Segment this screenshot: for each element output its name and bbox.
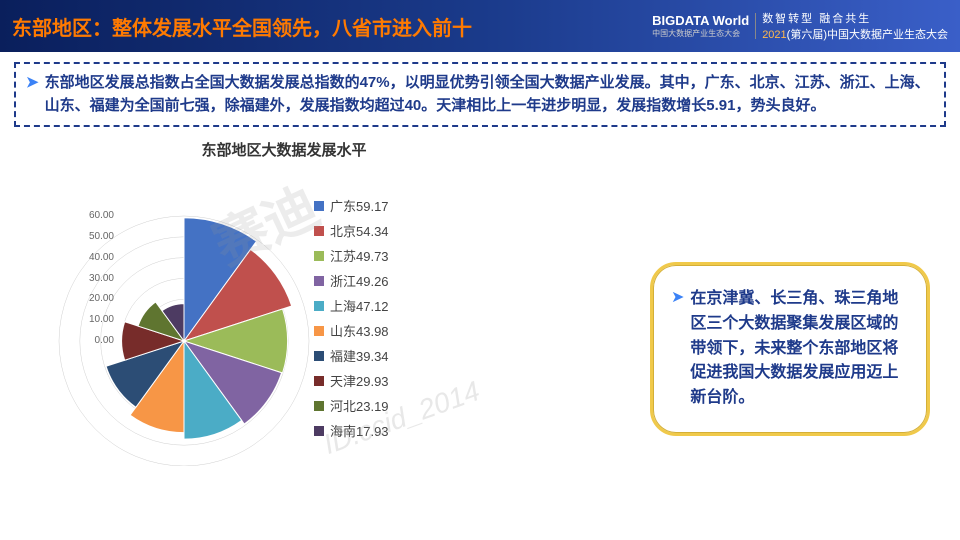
chart-title: 东部地区大数据发展水平 bbox=[14, 139, 494, 160]
legend-item: 北京54.34 bbox=[314, 221, 494, 240]
callout-box: ➤ 在京津冀、长三角、珠三角地区三个大数据聚集发展区域的带领下，未来整个东部地区… bbox=[650, 262, 930, 436]
legend-swatch bbox=[314, 251, 324, 261]
legend-label: 浙江49.26 bbox=[330, 271, 389, 290]
legend-label: 山东43.98 bbox=[330, 321, 389, 340]
legend-label: 江苏49.73 bbox=[330, 246, 389, 265]
legend-item: 河北23.19 bbox=[314, 396, 494, 415]
callout-text: 在京津冀、长三角、珠三角地区三个大数据聚集发展区域的带领下，未来整个东部地区将促… bbox=[690, 287, 909, 411]
legend-swatch bbox=[314, 201, 324, 211]
pie-svg bbox=[14, 166, 314, 466]
page-title: 东部地区：整体发展水平全国领先，八省市进入前十 bbox=[12, 12, 472, 41]
legend-item: 上海47.12 bbox=[314, 296, 494, 315]
chart-column: 东部地区大数据发展水平 0.00 10.00 20.00 30.00 40.00 50.0… bbox=[14, 135, 494, 456]
logo-text: BIGDATA World bbox=[652, 13, 749, 28]
axis-tick-label: 10.00 bbox=[89, 315, 114, 325]
summary-text: 东部地区发展总指数占全国大数据发展总指数的47%，以明显优势引领全国大数据产业发… bbox=[45, 72, 934, 117]
bullet-arrow-icon: ➤ bbox=[671, 287, 684, 411]
legend-label: 上海47.12 bbox=[330, 296, 389, 315]
header-right: BIGDATA World 中国大数据产业生态大会 数智转型 融合共生 2021… bbox=[652, 10, 948, 42]
legend-swatch bbox=[314, 426, 324, 436]
legend-swatch bbox=[314, 326, 324, 336]
legend-label: 广东59.17 bbox=[330, 196, 389, 215]
legend-swatch bbox=[314, 226, 324, 236]
legend-item: 海南17.93 bbox=[314, 421, 494, 440]
legend-item: 福建39.34 bbox=[314, 346, 494, 365]
pie-chart: 0.00 10.00 20.00 30.00 40.00 50.00 60.00 bbox=[14, 166, 314, 456]
logo-sub: 中国大数据产业生态大会 bbox=[652, 28, 749, 39]
legend-label: 北京54.34 bbox=[330, 221, 389, 240]
legend-item: 天津29.93 bbox=[314, 371, 494, 390]
legend-swatch bbox=[314, 401, 324, 411]
legend-label: 福建39.34 bbox=[330, 346, 389, 365]
legend-swatch bbox=[314, 351, 324, 361]
axis-tick-label: 0.00 bbox=[95, 336, 114, 346]
header: 东部地区：整体发展水平全国领先，八省市进入前十 BIGDATA World 中国… bbox=[0, 0, 960, 52]
legend-item: 广东59.17 bbox=[314, 196, 494, 215]
slogan: 数智转型 融合共生 bbox=[762, 10, 948, 26]
legend-swatch bbox=[314, 301, 324, 311]
summary-box: ➤ 东部地区发展总指数占全国大数据发展总指数的47%，以明显优势引领全国大数据产… bbox=[14, 62, 946, 127]
axis-tick-label: 40.00 bbox=[89, 253, 114, 263]
content: ➤ 东部地区发展总指数占全国大数据发展总指数的47%，以明显优势引领全国大数据产… bbox=[0, 52, 960, 540]
bullet-arrow-icon: ➤ bbox=[26, 72, 39, 117]
legend-label: 天津29.93 bbox=[330, 371, 389, 390]
conf-name: 2021(第六届)中国大数据产业生态大会 bbox=[762, 26, 948, 42]
legend-swatch bbox=[314, 276, 324, 286]
legend-swatch bbox=[314, 376, 324, 386]
axis-tick-label: 60.00 bbox=[89, 211, 114, 221]
axis-tick-label: 30.00 bbox=[89, 274, 114, 284]
axis-tick-label: 20.00 bbox=[89, 294, 114, 304]
legend-item: 山东43.98 bbox=[314, 321, 494, 340]
axis-tick-label: 50.00 bbox=[89, 232, 114, 242]
legend-item: 浙江49.26 bbox=[314, 271, 494, 290]
legend-label: 河北23.19 bbox=[330, 396, 389, 415]
chart-legend: 广东59.17 北京54.34 江苏49.73 浙江49.26 上海47.12 山东43.… bbox=[314, 166, 494, 456]
legend-label: 海南17.93 bbox=[330, 421, 389, 440]
legend-item: 江苏49.73 bbox=[314, 246, 494, 265]
